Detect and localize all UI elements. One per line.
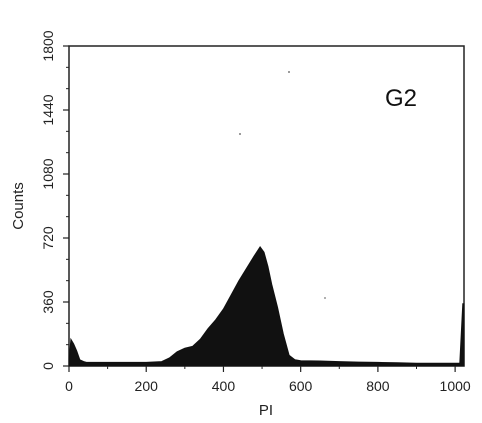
noise-dot: [239, 133, 241, 135]
x-tick-label: 0: [65, 378, 73, 394]
x-tick-label: 1000: [440, 378, 471, 394]
x-tick-label: 400: [212, 378, 236, 394]
y-tick-label: 1800: [40, 30, 56, 61]
y-tick-label: 1440: [40, 94, 56, 125]
noise-dot: [324, 297, 326, 299]
noise-dot: [288, 71, 290, 73]
x-axis-title: PI: [259, 402, 273, 419]
x-tick-label: 200: [135, 378, 159, 394]
plot-area: [68, 45, 465, 367]
histogram-area: [68, 246, 465, 367]
x-tick-label: 600: [289, 378, 313, 394]
gate-annotation: G2: [385, 85, 417, 112]
y-axis-ticks: 0 360 720 1080 1440 1800: [40, 30, 69, 370]
y-tick-label: 1080: [40, 158, 56, 189]
y-axis-title: Counts: [10, 182, 27, 230]
y-tick-label: 720: [40, 226, 56, 250]
y-tick-label: 0: [40, 362, 56, 370]
x-tick-label: 800: [366, 378, 390, 394]
y-tick-label: 360: [40, 290, 56, 314]
x-axis-ticks: 0 200 400 600 800 1000: [65, 366, 471, 394]
